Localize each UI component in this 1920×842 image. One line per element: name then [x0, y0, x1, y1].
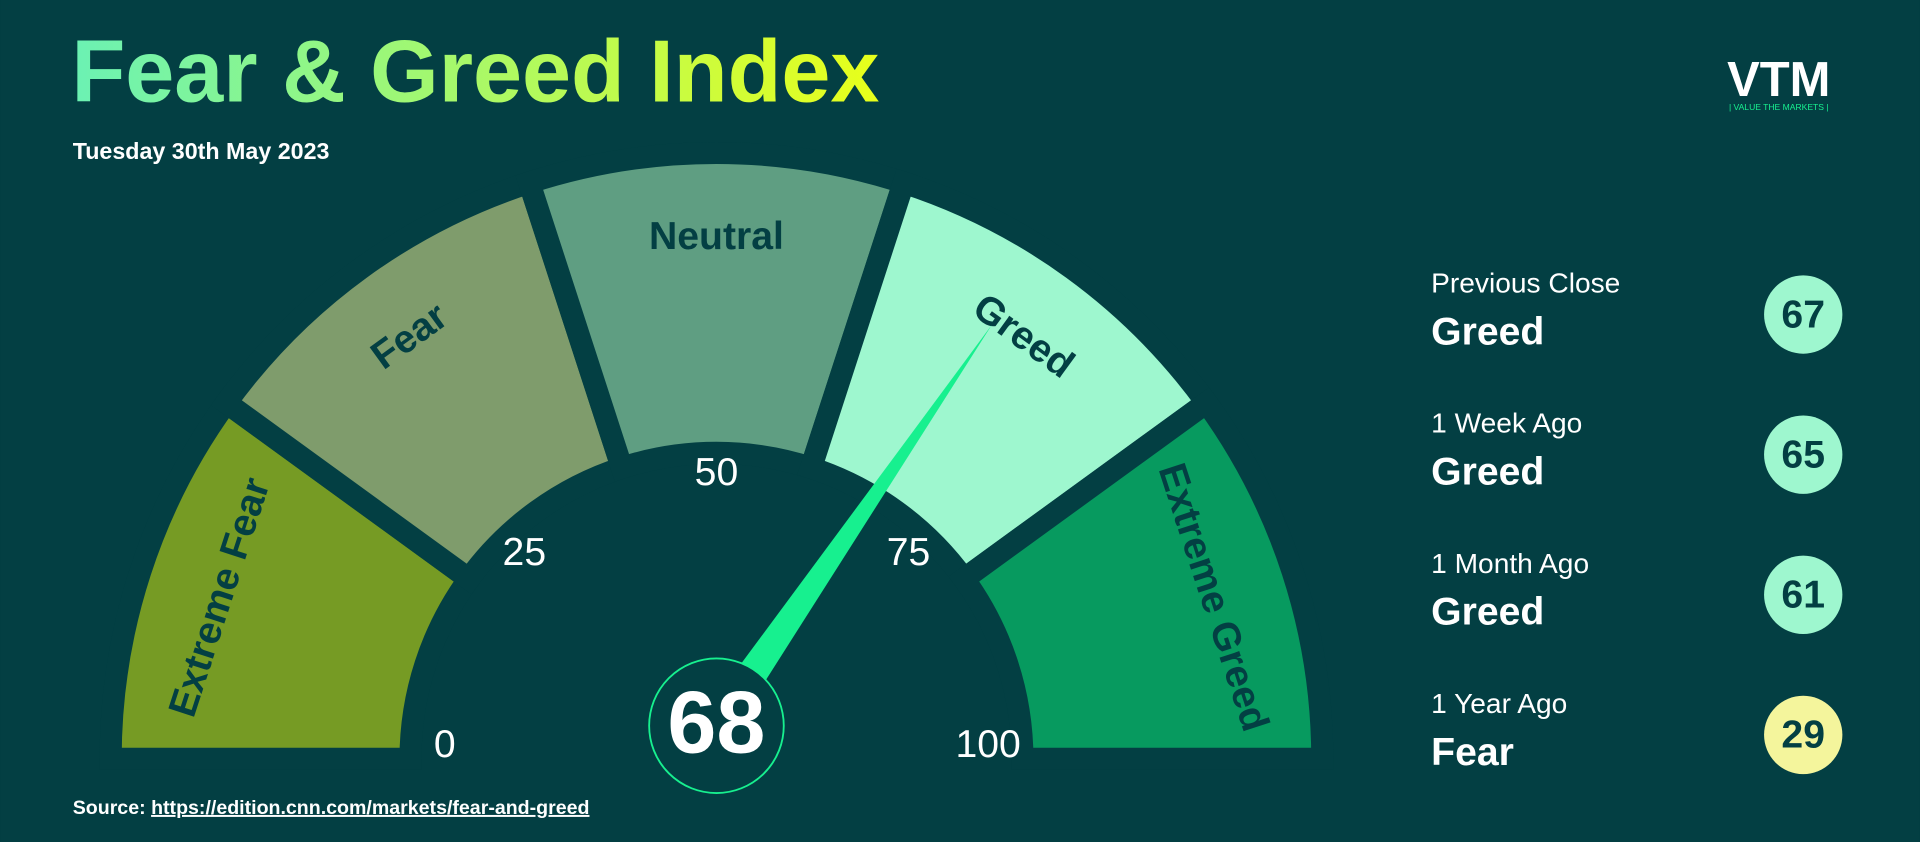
title: Fear & Greed Index: [71, 22, 879, 121]
gauge-tick-label: 0: [434, 723, 456, 766]
history-rating: Greed: [1431, 310, 1544, 353]
band-label: Neutral: [649, 215, 784, 258]
logo: VTM: [1727, 53, 1830, 107]
history-value: 65: [1781, 433, 1825, 476]
gauge-tick-label: 50: [695, 451, 739, 494]
source-label: Source:: [73, 797, 146, 819]
history-badge: [1764, 275, 1843, 354]
source: Source: https://edition.cnn.com/markets/…: [73, 797, 590, 819]
history-badge: [1764, 555, 1843, 634]
logo-tagline: | VALUE THE MARKETS |: [1729, 102, 1829, 112]
history-value: 67: [1781, 293, 1825, 336]
needle: [701, 324, 992, 735]
history-value: 29: [1781, 714, 1825, 757]
needle-hub: [648, 657, 785, 794]
gauge-tick-label: 25: [503, 531, 547, 574]
gauge-tick-label: 75: [887, 531, 931, 574]
gauge-band: [948, 387, 1334, 770]
gauge-tick-label: 100: [955, 723, 1020, 766]
history-label: Previous Close: [1431, 268, 1620, 299]
history-rating: Fear: [1431, 731, 1514, 774]
history-rating: Greed: [1431, 451, 1544, 494]
subtitle: Tuesday 30th May 2023: [73, 138, 330, 164]
history-badge: [1764, 415, 1843, 494]
history-badge: [1764, 695, 1843, 775]
history-label: 1 Week Ago: [1431, 408, 1582, 439]
history-label: 1 Year Ago: [1431, 688, 1567, 719]
source-link[interactable]: https://edition.cnn.com/markets/fear-and…: [151, 797, 589, 819]
history-value: 61: [1781, 574, 1825, 617]
history-label: 1 Month Ago: [1431, 548, 1589, 579]
gauge-value: 68: [667, 673, 765, 772]
history-rating: Greed: [1431, 591, 1544, 634]
